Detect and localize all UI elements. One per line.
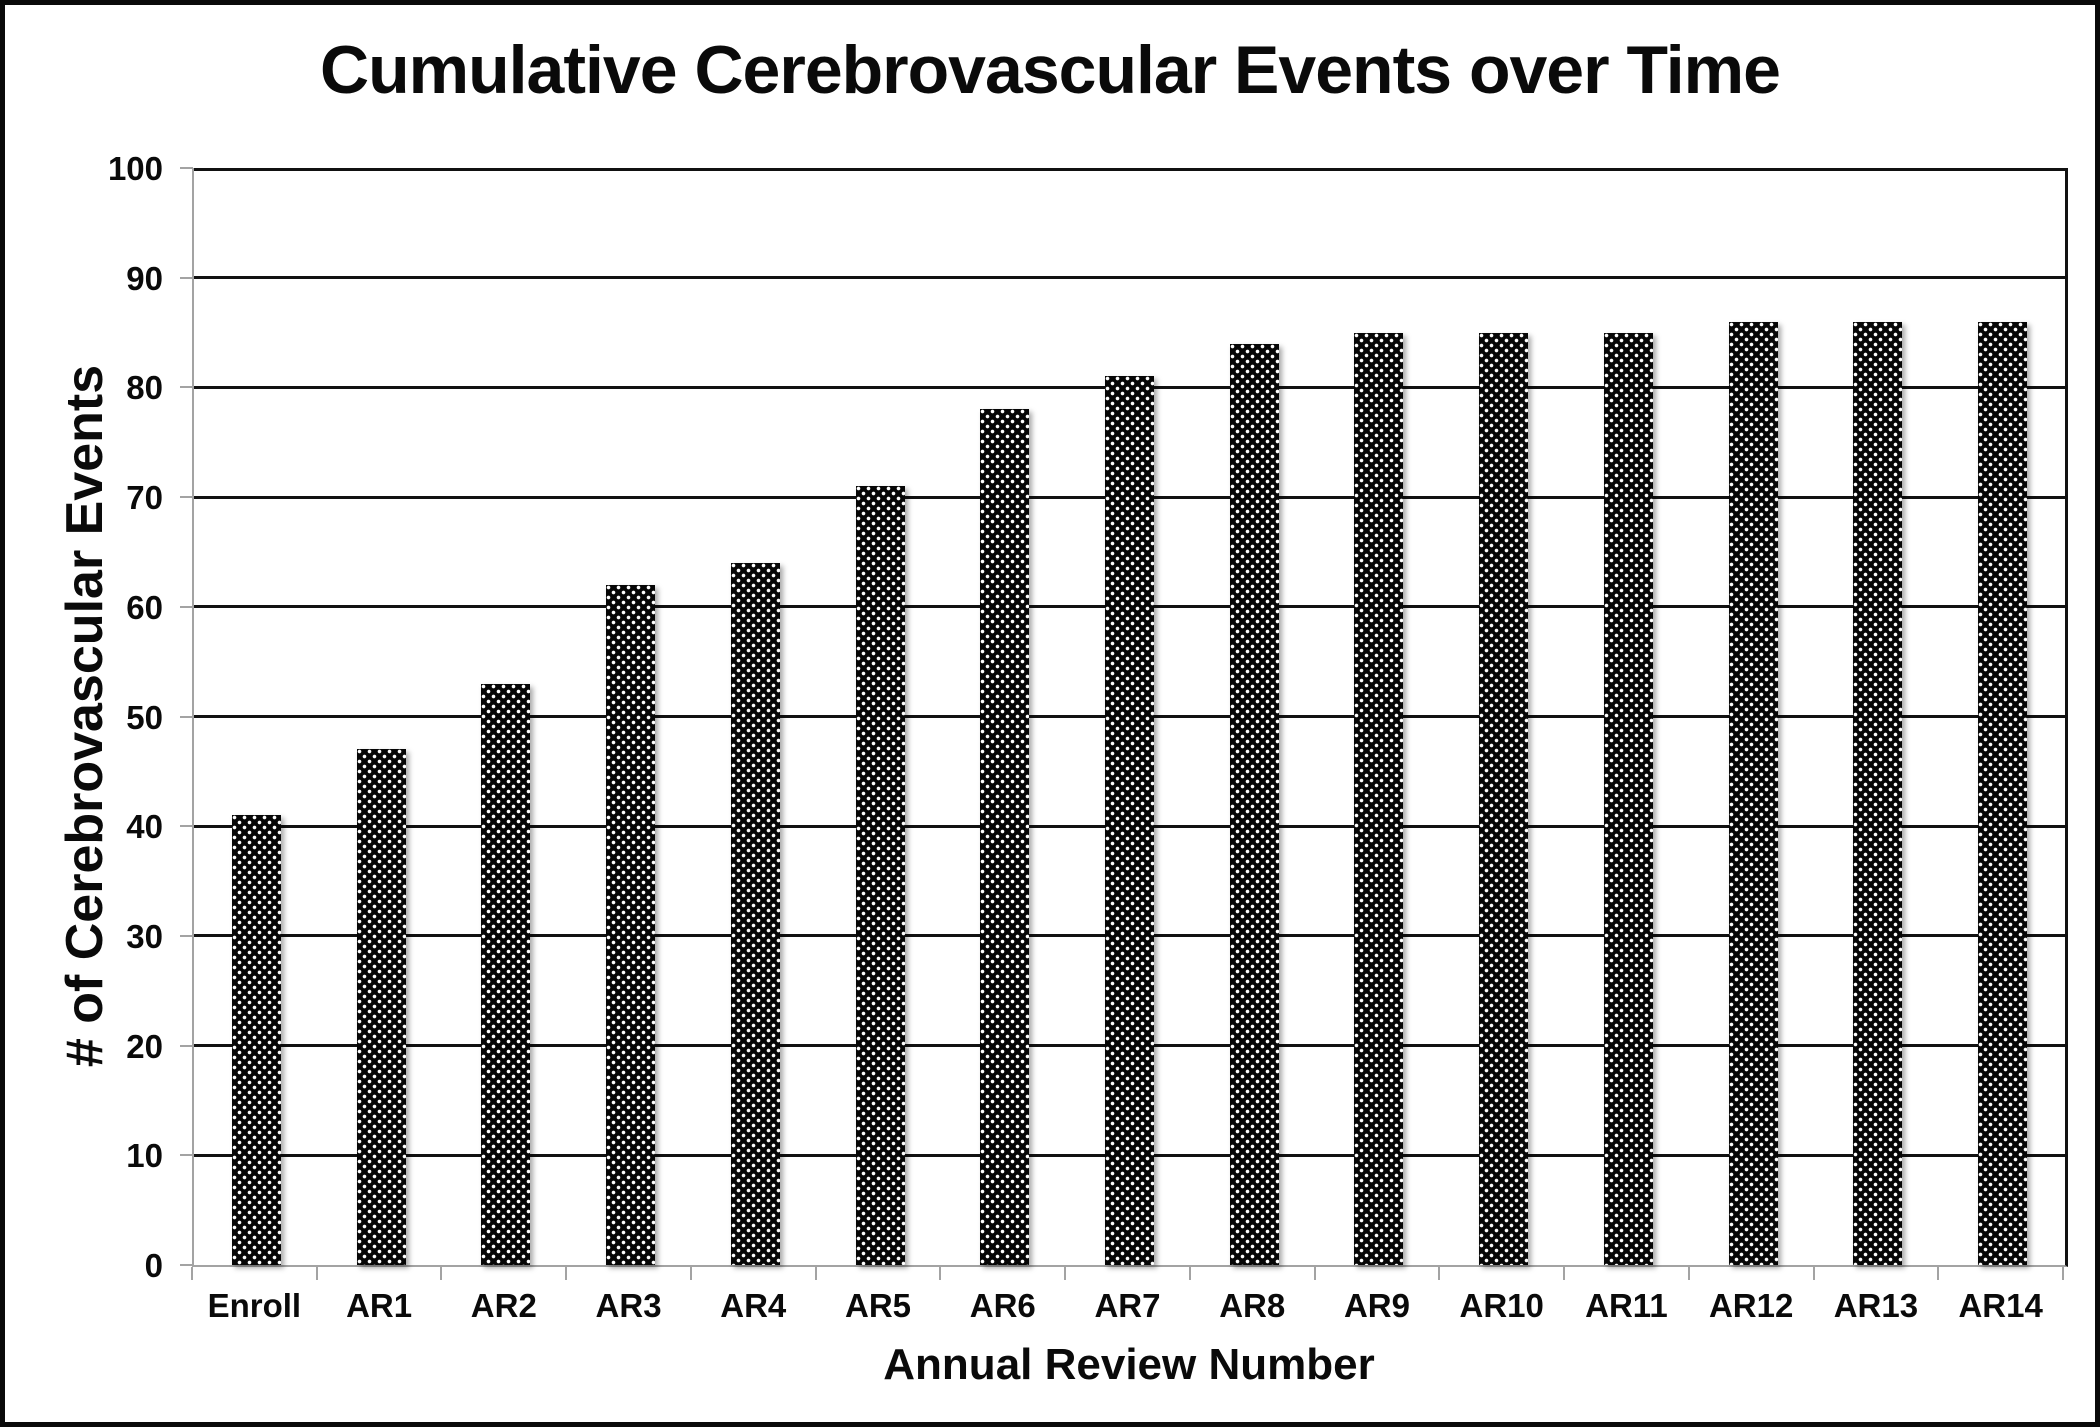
bar-AR11 bbox=[1603, 332, 1653, 1265]
x-tick-mark-6 bbox=[939, 1267, 942, 1280]
y-tick-mark-80 bbox=[180, 386, 193, 389]
x-tick-mark-4 bbox=[689, 1267, 692, 1280]
x-tick-mark-1 bbox=[315, 1267, 318, 1280]
x-tick-label-AR14: AR14 bbox=[1958, 1287, 2043, 1324]
y-tick-label-50: 50 bbox=[126, 698, 163, 736]
y-tick-mark-30 bbox=[180, 934, 193, 937]
x-tick-label-AR13: AR13 bbox=[1833, 1287, 1919, 1324]
x-tick-label-AR1: AR1 bbox=[346, 1287, 413, 1324]
y-tick-mark-60 bbox=[180, 605, 193, 608]
gridline-y100 bbox=[194, 168, 2065, 171]
bar-AR1 bbox=[356, 749, 406, 1265]
plot-area bbox=[192, 168, 2068, 1267]
y-tick-label-70: 70 bbox=[126, 479, 163, 517]
y-tick-label-90: 90 bbox=[126, 259, 163, 297]
y-tick-label-20: 20 bbox=[126, 1027, 163, 1065]
x-tick-label-AR6: AR6 bbox=[969, 1287, 1036, 1324]
bar-AR2 bbox=[481, 683, 531, 1265]
x-tick-mark-10 bbox=[1438, 1267, 1441, 1280]
x-tick-label-AR3: AR3 bbox=[595, 1287, 662, 1324]
x-tick-mark-5 bbox=[814, 1267, 817, 1280]
bar-AR8 bbox=[1229, 343, 1279, 1265]
x-tick-label-AR4: AR4 bbox=[720, 1287, 787, 1324]
x-tick-mark-0 bbox=[191, 1267, 193, 1280]
x-tick-mark-15 bbox=[2062, 1267, 2064, 1280]
x-tick-label-AR5: AR5 bbox=[845, 1287, 912, 1324]
x-tick-mark-13 bbox=[1812, 1267, 1815, 1280]
y-tick-label-10: 10 bbox=[126, 1137, 163, 1175]
bar-AR10 bbox=[1479, 332, 1529, 1265]
x-tick-mark-9 bbox=[1313, 1267, 1316, 1280]
x-tick-mark-14 bbox=[1937, 1267, 1940, 1280]
y-tick-mark-100 bbox=[180, 167, 193, 169]
x-tick-label-Enroll: Enroll bbox=[207, 1287, 302, 1324]
x-tick-mark-2 bbox=[440, 1267, 443, 1280]
bar-Enroll bbox=[231, 815, 281, 1265]
x-tick-mark-11 bbox=[1563, 1267, 1566, 1280]
bar-AR12 bbox=[1728, 321, 1778, 1265]
gridline-y90 bbox=[194, 276, 2065, 280]
y-tick-mark-20 bbox=[180, 1044, 193, 1047]
x-tick-mark-3 bbox=[565, 1267, 568, 1280]
x-tick-label-AR9: AR9 bbox=[1343, 1287, 1410, 1324]
y-tick-label-60: 60 bbox=[126, 588, 163, 626]
y-tick-label-100: 100 bbox=[107, 150, 163, 187]
y-tick-label-0: 0 bbox=[144, 1247, 163, 1284]
bar-AR5 bbox=[855, 486, 905, 1265]
bar-AR13 bbox=[1853, 321, 1903, 1265]
x-tick-label-AR2: AR2 bbox=[470, 1287, 537, 1324]
x-tick-mark-7 bbox=[1064, 1267, 1067, 1280]
y-tick-mark-90 bbox=[180, 276, 193, 279]
bar-AR14 bbox=[1978, 321, 2028, 1265]
y-tick-mark-50 bbox=[180, 715, 193, 718]
bar-AR7 bbox=[1105, 376, 1154, 1265]
y-tick-mark-0 bbox=[180, 1264, 193, 1266]
bar-AR3 bbox=[606, 584, 656, 1265]
chart-title: Cumulative Cerebrovascular Events over T… bbox=[320, 32, 1781, 108]
x-tick-mark-12 bbox=[1687, 1267, 1690, 1280]
x-tick-label-AR11: AR11 bbox=[1585, 1287, 1668, 1324]
bar-AR9 bbox=[1354, 332, 1404, 1265]
y-tick-mark-40 bbox=[180, 825, 193, 828]
y-tick-label-30: 30 bbox=[126, 917, 163, 955]
x-tick-label-AR8: AR8 bbox=[1219, 1287, 1286, 1324]
y-tick-label-80: 80 bbox=[126, 369, 163, 407]
x-axis-title: Annual Review Number bbox=[883, 1340, 1375, 1389]
x-tick-label-AR12: AR12 bbox=[1708, 1287, 1794, 1324]
x-tick-mark-8 bbox=[1188, 1267, 1191, 1280]
y-tick-label-40: 40 bbox=[126, 808, 163, 846]
bar-AR4 bbox=[730, 562, 780, 1265]
y-tick-mark-10 bbox=[180, 1154, 193, 1157]
bar-AR6 bbox=[980, 409, 1030, 1265]
x-tick-label-AR7: AR7 bbox=[1094, 1287, 1161, 1324]
y-tick-mark-70 bbox=[180, 496, 193, 499]
x-tick-label-AR10: AR10 bbox=[1459, 1287, 1544, 1324]
